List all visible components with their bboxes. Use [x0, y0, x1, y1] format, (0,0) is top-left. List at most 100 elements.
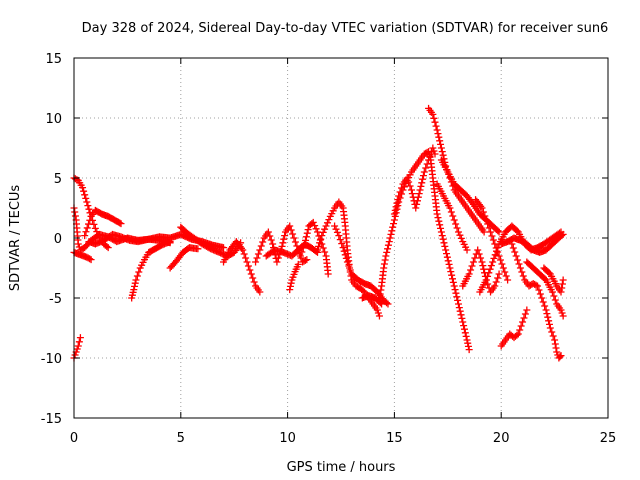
data-point — [544, 313, 552, 321]
series-arc-11 — [220, 238, 264, 296]
data-point — [508, 240, 516, 248]
data-point — [325, 216, 333, 224]
data-point — [489, 236, 497, 244]
data-point — [515, 260, 523, 268]
data-point — [321, 225, 329, 233]
data-point — [408, 190, 416, 198]
data-point — [343, 258, 351, 266]
data-point — [253, 254, 261, 262]
data-point — [485, 269, 493, 277]
series-arc-5 — [70, 248, 95, 264]
data-point — [443, 250, 451, 258]
data-point — [316, 239, 324, 247]
series-arc-27 — [497, 230, 567, 256]
data-point — [437, 140, 445, 148]
data-point — [467, 266, 475, 274]
data-point — [341, 251, 349, 259]
data-point — [443, 253, 451, 261]
data-point — [133, 272, 141, 280]
data-point — [436, 137, 444, 145]
data-point — [269, 240, 277, 248]
data-point — [501, 268, 509, 276]
data-point — [286, 282, 294, 290]
data-point — [440, 239, 448, 247]
data-point — [380, 264, 388, 272]
data-point — [378, 300, 386, 308]
data-point — [454, 228, 462, 236]
series-arc-12 — [252, 222, 311, 266]
series-arc-7 — [128, 238, 174, 302]
x-tick-label: 20 — [493, 431, 510, 446]
data-point — [84, 202, 92, 210]
data-point — [303, 229, 311, 237]
data-point — [516, 326, 524, 334]
series-arc-20 — [390, 144, 439, 218]
data-point — [431, 118, 439, 126]
data-point — [386, 234, 394, 242]
data-point — [382, 252, 390, 260]
data-point — [266, 232, 274, 240]
data-point — [135, 268, 143, 276]
data-point — [469, 258, 477, 266]
data-point — [414, 193, 422, 201]
data-point — [339, 244, 347, 252]
series-arc-23 — [433, 180, 471, 254]
data-point — [309, 218, 317, 226]
data-point — [420, 168, 428, 176]
data-point — [450, 216, 458, 224]
data-point — [437, 144, 445, 152]
data-point — [331, 222, 339, 230]
data-point — [242, 254, 250, 262]
data-point — [131, 282, 139, 290]
data-point — [287, 279, 295, 287]
data-point — [539, 298, 547, 306]
data-point — [73, 345, 81, 353]
data-point — [388, 227, 396, 235]
data-point — [541, 302, 549, 310]
data-point — [81, 191, 89, 199]
data-point — [312, 247, 320, 255]
data-point — [489, 258, 497, 266]
data-point — [103, 242, 111, 250]
data-point — [396, 188, 404, 196]
series-arc-15 — [296, 218, 332, 278]
data-point — [465, 270, 473, 278]
data-point — [559, 276, 567, 284]
data-point — [302, 236, 310, 244]
data-point — [509, 244, 517, 252]
data-point — [551, 296, 559, 304]
series-arc-25 — [472, 196, 512, 284]
data-point — [304, 226, 312, 234]
data-point — [478, 204, 486, 212]
data-point — [449, 278, 457, 286]
data-point — [453, 224, 461, 232]
data-point — [458, 314, 466, 322]
data-point — [492, 278, 500, 286]
series-arc-29 — [508, 240, 565, 362]
data-point — [464, 339, 472, 347]
data-point — [323, 219, 331, 227]
data-point — [549, 332, 557, 340]
data-point — [456, 307, 464, 315]
data-point — [438, 232, 446, 240]
data-point — [338, 240, 346, 248]
data-point — [464, 342, 472, 350]
data-point — [83, 224, 91, 232]
data-point — [435, 217, 443, 225]
data-point — [86, 216, 94, 224]
data-point — [481, 212, 489, 220]
data-point — [496, 256, 504, 264]
data-point — [498, 260, 506, 268]
data-point — [459, 318, 467, 326]
data-point — [322, 222, 330, 230]
data-point — [550, 292, 558, 300]
data-point — [460, 322, 468, 330]
data-point — [491, 251, 499, 259]
series-arc-30 — [523, 258, 567, 320]
data-point — [430, 114, 438, 122]
data-point — [86, 255, 94, 263]
data-point — [264, 228, 272, 236]
data-point — [490, 254, 498, 262]
data-point — [446, 204, 454, 212]
